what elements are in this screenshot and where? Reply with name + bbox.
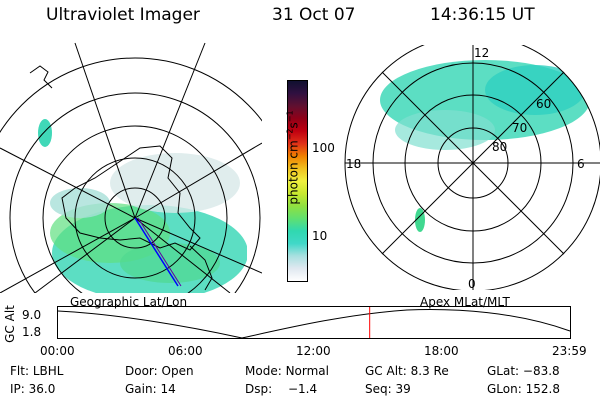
status-gcalt: GC Alt: 8.3 Re bbox=[365, 364, 449, 378]
altitude-axis-label-box: GC Alt bbox=[0, 305, 20, 345]
coastline-fragment bbox=[29, 65, 53, 89]
alt-tick-low: 1.8 bbox=[22, 325, 42, 339]
colorbar-unit-label: photon cm−2s−1 bbox=[285, 110, 301, 205]
time-tick-4: 23:59 bbox=[552, 344, 587, 358]
lat-label-70: 70 bbox=[512, 121, 528, 135]
status-glon: GLon: 152.8 bbox=[487, 382, 560, 396]
status-ip: IP: 36.0 bbox=[10, 382, 56, 396]
lat-label-60: 60 bbox=[536, 97, 552, 111]
left-map-caption: Geographic Lat/Lon bbox=[70, 295, 188, 309]
right-map-caption: Apex MLat/MLT bbox=[420, 295, 510, 309]
status-gain: Gain: 14 bbox=[125, 382, 176, 396]
auroral-emission-right bbox=[380, 60, 590, 232]
time-tick-1: 06:00 bbox=[168, 344, 203, 358]
status-flt: Flt: LBHL bbox=[10, 364, 64, 378]
terminator-line-2 bbox=[137, 217, 182, 287]
app-title: Ultraviolet Imager bbox=[46, 5, 200, 25]
colorbar-tick-10: 10 bbox=[312, 229, 328, 243]
status-glat: GLat: −83.8 bbox=[487, 364, 560, 378]
status-mode: Mode: Normal bbox=[245, 364, 329, 378]
status-dsp: Dsp: −1.4 bbox=[245, 382, 318, 396]
date-label: 31 Oct 07 bbox=[272, 5, 356, 25]
peninsula-coastline bbox=[189, 245, 213, 291]
altitude-curve bbox=[57, 309, 571, 339]
mlt-label-6: 6 bbox=[577, 157, 585, 171]
mlt-label-0: 0 bbox=[468, 277, 476, 291]
time-tick-0: 00:00 bbox=[40, 344, 75, 358]
time-tick-3: 18:00 bbox=[424, 344, 459, 358]
mlt-label-18: 18 bbox=[346, 157, 362, 171]
altitude-axis-label: GC Alt bbox=[3, 305, 17, 343]
colorbar-tick-100: 100 bbox=[312, 141, 335, 155]
lat-label-80: 80 bbox=[492, 140, 508, 154]
colorbar bbox=[287, 80, 308, 282]
geo-grid bbox=[0, 42, 262, 293]
magnetic-map bbox=[344, 45, 600, 290]
mlt-label-12: 12 bbox=[474, 46, 490, 60]
mag-grid bbox=[344, 45, 600, 290]
status-seq: Seq: 39 bbox=[365, 382, 411, 396]
altitude-plot bbox=[57, 306, 571, 339]
geographic-map bbox=[0, 42, 262, 293]
status-door: Door: Open bbox=[125, 364, 194, 378]
time-tick-2: 12:00 bbox=[296, 344, 331, 358]
terminator-line bbox=[134, 217, 179, 287]
time-label: 14:36:15 UT bbox=[430, 5, 535, 25]
alt-tick-high: 9.0 bbox=[22, 308, 42, 322]
